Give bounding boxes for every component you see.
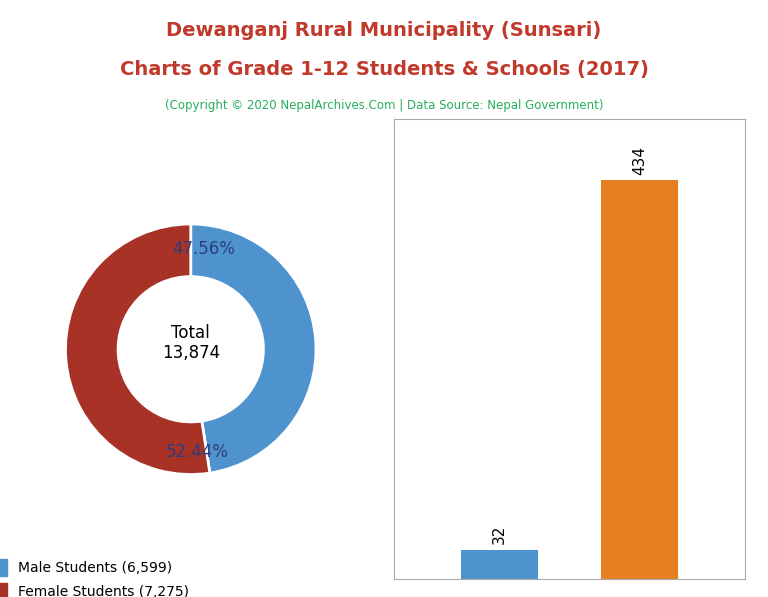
Text: Charts of Grade 1-12 Students & Schools (2017): Charts of Grade 1-12 Students & Schools … [120, 60, 648, 79]
Text: (Copyright © 2020 NepalArchives.Com | Data Source: Nepal Government): (Copyright © 2020 NepalArchives.Com | Da… [165, 99, 603, 112]
Text: 434: 434 [632, 146, 647, 174]
Text: Total
13,874: Total 13,874 [162, 324, 220, 362]
Text: 52.44%: 52.44% [166, 443, 229, 461]
Text: 32: 32 [492, 525, 507, 544]
Wedge shape [190, 224, 316, 473]
Text: Dewanganj Rural Municipality (Sunsari): Dewanganj Rural Municipality (Sunsari) [167, 21, 601, 40]
Bar [601, 180, 678, 579]
Legend: Male Students (6,599), Female Students (7,275): Male Students (6,599), Female Students (… [0, 553, 194, 597]
Wedge shape [65, 224, 210, 475]
Bar [461, 550, 538, 579]
Text: 47.56%: 47.56% [172, 240, 235, 258]
